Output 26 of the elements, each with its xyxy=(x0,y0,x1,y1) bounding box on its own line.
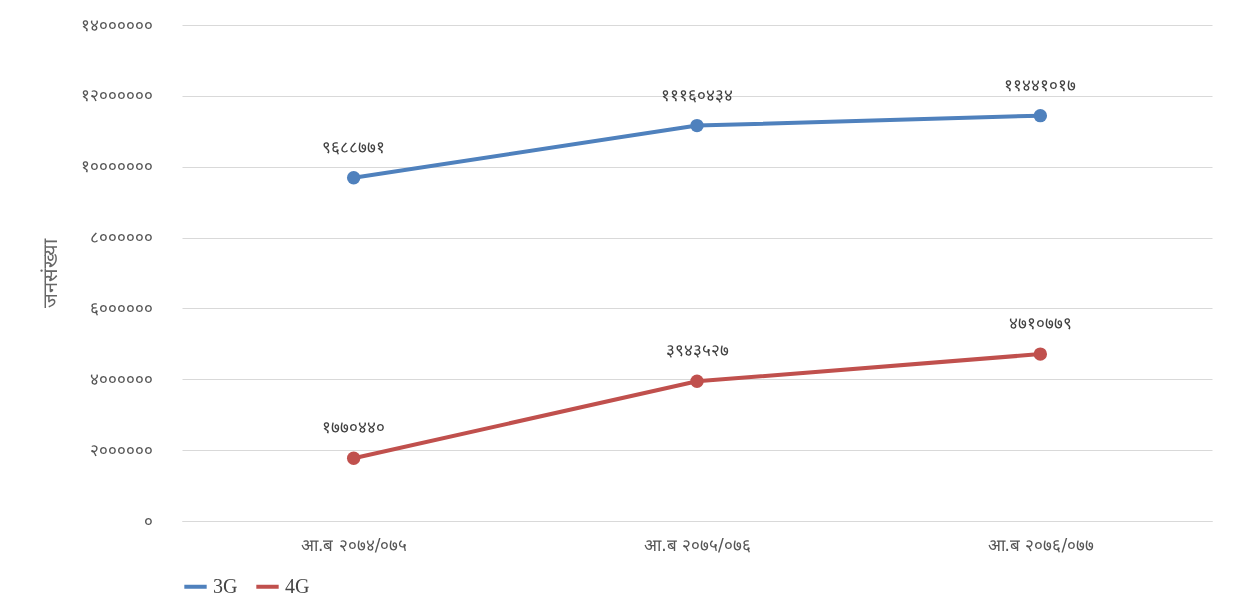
y-tick-label: १२०००००० xyxy=(80,85,153,106)
legend-label: 3G xyxy=(213,574,238,597)
data-label: ४७१०७७९ xyxy=(1008,313,1072,334)
data-label: ९६८८७७१ xyxy=(322,136,386,157)
point xyxy=(1033,347,1048,361)
y-tick-label: ० xyxy=(143,510,153,531)
point xyxy=(346,171,361,185)
point xyxy=(690,118,704,133)
y-tick-label: १००००००० xyxy=(80,156,153,177)
data-label: १७७०४४० xyxy=(322,417,386,438)
point xyxy=(1033,108,1048,123)
legend-label: 4G xyxy=(285,574,310,597)
x-tick-label: आ.ब २०७४/०७५ xyxy=(300,534,408,555)
x-tick-label: आ.ब २०७५/०७६ xyxy=(644,534,751,555)
data-label: ३९४३५२७ xyxy=(665,340,729,361)
x-tick-label: आ.ब २०७६/०७७ xyxy=(987,534,1095,555)
y-tick-label: १४०००००० xyxy=(80,14,153,35)
y-tick-label: ४०००००० xyxy=(89,368,153,389)
y-tick-label: २०००००० xyxy=(89,439,153,460)
y-tick-label: ८०००००० xyxy=(89,227,153,248)
point xyxy=(346,451,361,465)
data-label: १११६०४३४ xyxy=(661,84,733,105)
y-axis-title: जनसंख्या xyxy=(37,238,62,308)
point xyxy=(690,374,704,388)
data-label: ११४४१०१७ xyxy=(1004,74,1077,95)
y-tick-label: ६०००००० xyxy=(89,297,153,318)
